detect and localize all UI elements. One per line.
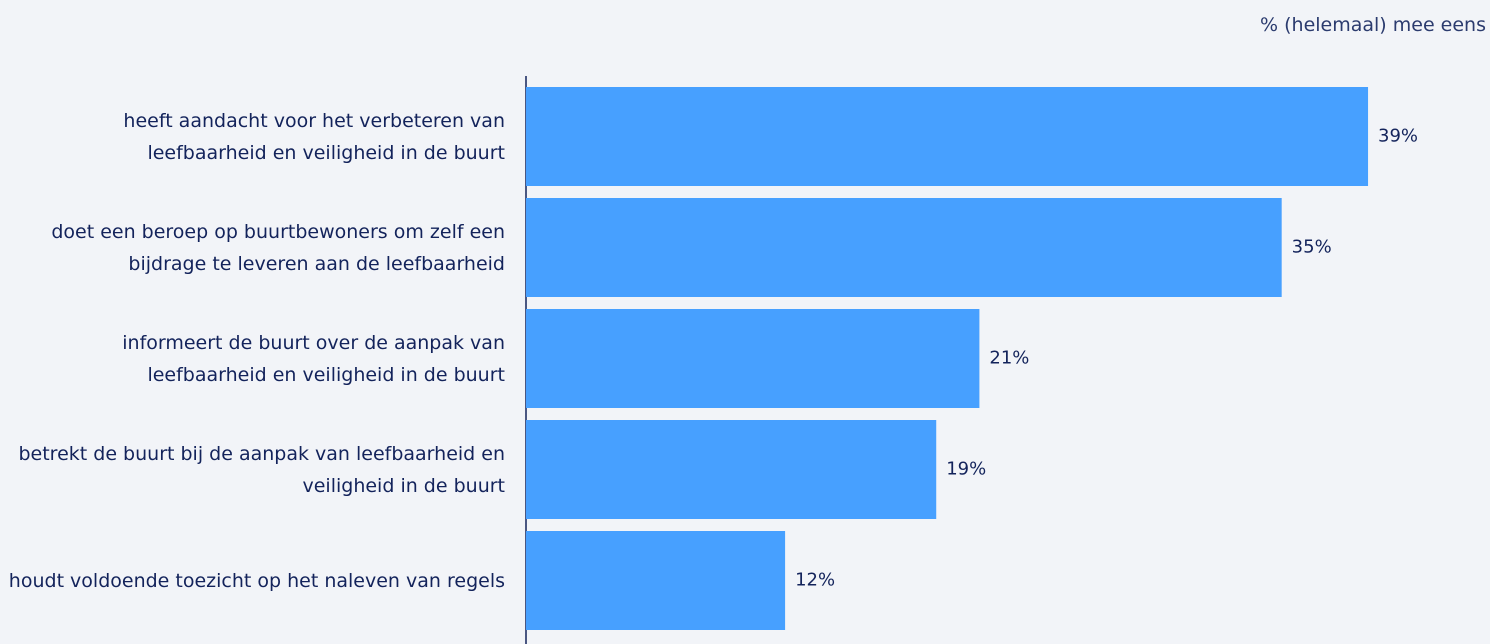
category-label: betrekt de buurt bij de aanpak van leefb…	[18, 442, 505, 497]
value-label: 12%	[795, 570, 835, 591]
bar	[526, 198, 1282, 297]
value-label: 39%	[1378, 126, 1418, 147]
category-label: houdt voldoende toezicht op het naleven …	[8, 569, 505, 592]
bar	[526, 309, 980, 408]
axis-label: % (helemaal) mee eens	[1260, 14, 1486, 36]
value-label: 19%	[946, 459, 986, 480]
value-label: 21%	[989, 348, 1029, 369]
bar	[526, 531, 786, 630]
category-label: heeft aandacht voor het verbeteren van l…	[123, 109, 505, 164]
value-label: 35%	[1292, 237, 1332, 258]
bar	[526, 420, 937, 519]
category-label: informeert de buurt over de aanpak van l…	[122, 331, 505, 386]
category-label: doet een beroep op buurtbewoners om zelf…	[51, 220, 505, 275]
bar	[526, 87, 1369, 186]
